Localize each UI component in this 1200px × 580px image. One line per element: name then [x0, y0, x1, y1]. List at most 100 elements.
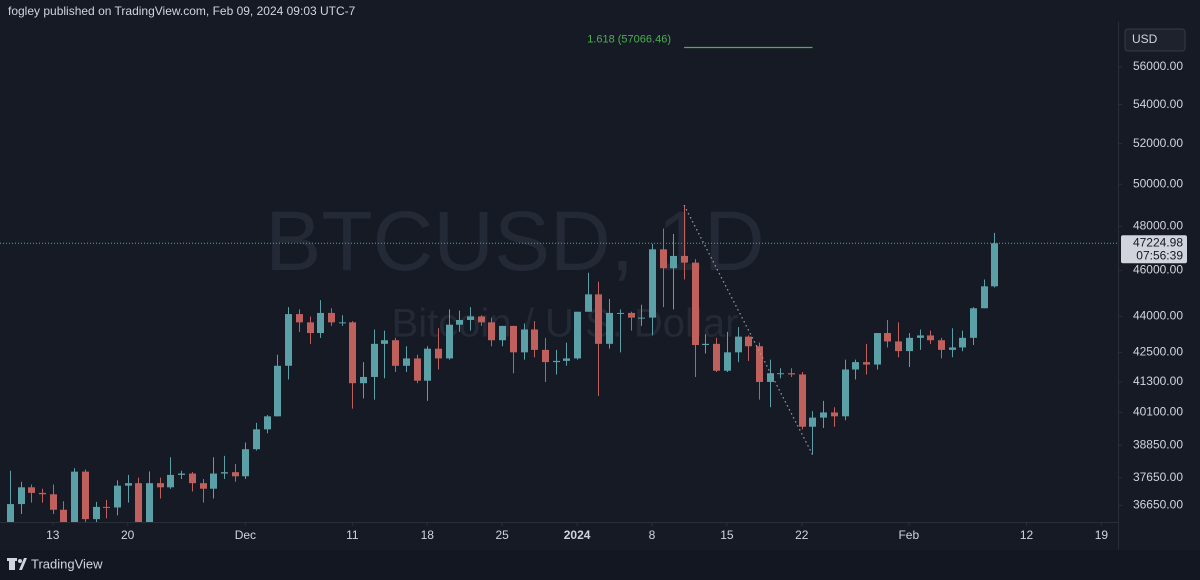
y-tick-label: 36650.00: [1133, 498, 1183, 512]
candle-body: [670, 255, 677, 269]
candle-body: [917, 335, 924, 338]
y-tick-label: 46000.00: [1133, 263, 1183, 277]
candle-body: [628, 312, 635, 318]
y-tick-label: 38850.00: [1133, 437, 1183, 451]
candle-body: [874, 333, 881, 365]
candle-body: [938, 340, 945, 350]
y-tick-label: 40100.00: [1133, 405, 1183, 419]
candle-body: [595, 294, 602, 344]
candle-body: [649, 249, 656, 318]
candle-body: [959, 337, 966, 348]
candle-body: [135, 483, 142, 522]
candle-body: [809, 417, 816, 427]
x-tick-label: 19: [1095, 528, 1109, 542]
candle-body: [991, 243, 998, 287]
candle-body: [446, 324, 453, 359]
candle-body: [745, 336, 752, 347]
x-tick-label: 8: [649, 528, 656, 542]
candle-body: [970, 308, 977, 338]
candle-body: [381, 340, 388, 344]
candle-body: [7, 504, 14, 522]
y-tick-label: 37650.00: [1133, 470, 1183, 484]
footer-bar: [0, 550, 1200, 580]
candle-body: [713, 343, 720, 371]
y-tick-label: 50000.00: [1133, 176, 1183, 190]
x-tick-label: 2024: [564, 528, 591, 542]
candle-body: [93, 506, 100, 520]
x-tick-label: 12: [1020, 528, 1034, 542]
x-tick-label: 25: [496, 528, 510, 542]
y-tick-label: 42500.00: [1133, 344, 1183, 358]
trend-line: [683, 204, 814, 455]
x-tick-label: 11: [346, 528, 359, 542]
candle-body: [403, 358, 410, 366]
watermark-subtitle: Bitcoin / U.S. Dollar: [392, 302, 739, 346]
candle-body: [167, 474, 174, 488]
x-tick-label: 20: [121, 528, 135, 542]
candle-body: [756, 346, 763, 382]
x-tick-label: 15: [720, 528, 734, 542]
candle-body: [146, 483, 153, 522]
candle-body: [660, 249, 667, 269]
x-tick-label: Feb: [898, 528, 919, 542]
candle-body: [360, 376, 367, 384]
currency-box[interactable]: [1124, 28, 1186, 52]
candle-body: [831, 412, 838, 417]
candle-body: [606, 312, 613, 344]
header: fogley published on TradingView.com, Feb…: [8, 4, 356, 18]
candle-body: [638, 317, 645, 319]
candle-body: [788, 373, 795, 375]
y-tick-label: 44000.00: [1133, 309, 1183, 323]
candle-body: [114, 485, 121, 508]
candle-body: [371, 343, 378, 377]
candle-body: [927, 335, 934, 341]
candle-body: [510, 325, 517, 353]
candle-body: [242, 449, 249, 477]
candle-body: [28, 487, 35, 493]
candle-body: [264, 416, 271, 430]
last-price-label: 47224.98: [1133, 235, 1183, 249]
candle-body: [317, 312, 324, 334]
y-tick-label: 54000.00: [1133, 97, 1183, 111]
candle-body: [488, 322, 495, 341]
candle-body: [467, 316, 474, 320]
last-price-box: [1121, 235, 1187, 264]
candle-body: [521, 329, 528, 353]
candle-body: [884, 333, 891, 342]
footer-logo: [7, 558, 27, 570]
candle-body: [392, 340, 399, 366]
plot: [0, 46, 1118, 522]
candle-body: [574, 311, 581, 359]
candle-body: [103, 506, 110, 508]
candle-body: [981, 286, 988, 309]
candle-body: [60, 509, 67, 522]
candle-body: [18, 487, 25, 505]
candle-body: [542, 349, 549, 363]
candle-body: [563, 358, 570, 361]
candle-body: [328, 312, 335, 323]
candle-body: [221, 472, 228, 474]
candle-body: [456, 319, 463, 325]
currency: USD: [1132, 32, 1158, 46]
candle-body: [702, 343, 709, 346]
candle-body: [585, 294, 592, 312]
y-tick-label: 52000.00: [1133, 136, 1183, 150]
candle-body: [71, 471, 78, 522]
y-tick-label: 56000.00: [1133, 59, 1183, 73]
candle-body: [681, 255, 688, 263]
candle-body: [178, 473, 185, 475]
candle-body: [274, 365, 281, 417]
candle-body: [799, 374, 806, 427]
candle-body: [253, 429, 260, 450]
candle-body: [200, 483, 207, 489]
candle-body: [296, 314, 303, 323]
candle-body: [863, 362, 870, 365]
footer-brand: TradingView: [31, 556, 103, 571]
candle-body: [852, 362, 859, 370]
candle-body: [285, 314, 292, 366]
x-tick-label: 22: [795, 528, 809, 542]
candle-body: [820, 412, 827, 418]
fib-label: 1.618 (57066.46): [587, 33, 671, 45]
candle-body: [692, 262, 699, 346]
